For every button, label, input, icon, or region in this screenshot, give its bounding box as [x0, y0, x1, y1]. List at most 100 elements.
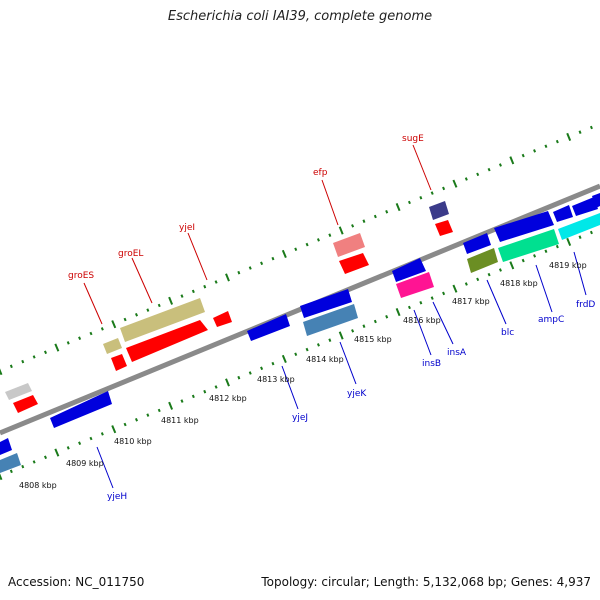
tick-mark: [260, 261, 264, 266]
tick-mark: [509, 156, 515, 165]
tick-mark: [214, 385, 218, 389]
tick-mark: [281, 249, 287, 258]
tick-mark: [168, 296, 174, 305]
tick-mark: [305, 242, 309, 247]
tick-mark: [78, 441, 82, 445]
tick-mark: [464, 177, 468, 181]
gene-feature: [498, 229, 559, 262]
tick-mark: [566, 132, 572, 141]
bottom-leader-lines: [96, 251, 587, 489]
tick-mark: [487, 167, 491, 172]
gene-label-efp: efp: [313, 168, 328, 178]
tick-mark: [281, 354, 287, 363]
tick-mark: [498, 163, 502, 167]
tick-mark: [407, 200, 411, 205]
gene-label-yjeJ: yjeJ: [292, 413, 308, 423]
tick-mark: [566, 237, 572, 246]
scale-label: 4812 kbp: [209, 394, 247, 403]
bottom-gene-labels: yjeH yjeJ yjeK insB insA blc ampC frdD: [107, 300, 595, 502]
tick-mark: [0, 368, 3, 376]
tick-mark: [452, 179, 458, 188]
tick-mark: [487, 272, 491, 277]
genome-summary-text: Topology: circular; Length: 5,132,068 bp…: [261, 575, 591, 589]
gene-feature: [213, 311, 232, 327]
tick-mark: [509, 261, 515, 270]
tick-mark: [464, 282, 468, 286]
tick-mark: [578, 235, 582, 239]
scale-label: 4817 kbp: [452, 297, 490, 306]
gene-label-sugE: sugE: [402, 134, 424, 144]
reverse-gene-features: [0, 193, 600, 473]
top-gene-labels: groES groEL yjeI efp sugE: [68, 134, 424, 281]
gene-label-ampC: ampC: [538, 315, 564, 325]
tick-mark: [100, 327, 104, 331]
gene-feature: [111, 354, 127, 371]
gene-feature: [126, 320, 208, 362]
tick-mark: [134, 313, 139, 317]
gene-feature: [553, 205, 573, 222]
top-leader-lines: [83, 144, 432, 325]
gene-label-groES: groES: [68, 271, 94, 281]
tick-mark: [146, 413, 150, 417]
tick-mark: [123, 317, 127, 322]
tick-mark: [21, 464, 25, 469]
tick-mark: [338, 226, 344, 235]
gene-feature: [303, 304, 358, 336]
tick-mark: [248, 266, 252, 270]
tick-mark: [419, 301, 423, 305]
tick-mark: [225, 273, 230, 282]
tick-mark: [134, 418, 139, 422]
gene-feature: [13, 395, 38, 413]
tick-mark: [180, 294, 184, 298]
tick-mark: [385, 315, 389, 319]
tick-mark: [362, 324, 366, 328]
tick-mark: [9, 469, 13, 474]
bottom-tick-track: [0, 230, 593, 481]
tick-mark: [237, 270, 241, 275]
gene-label-frdD: frdD: [576, 300, 595, 310]
tick-mark: [589, 125, 593, 130]
tick-mark: [452, 284, 458, 293]
genome-title: Escherichia coli IAI39, complete genome: [167, 9, 433, 24]
tick-mark: [430, 191, 434, 195]
tick-mark: [54, 343, 60, 352]
gene-feature: [429, 201, 449, 220]
tick-mark: [111, 320, 117, 329]
tick-mark: [328, 233, 332, 237]
tick-mark: [442, 186, 446, 191]
tick-mark: [32, 355, 36, 359]
tick-mark: [248, 371, 252, 375]
gene-feature: [392, 258, 426, 282]
tick-mark: [544, 144, 548, 148]
scale-label: 4816 kbp: [403, 316, 441, 325]
tick-mark: [66, 446, 70, 450]
tick-mark: [89, 436, 93, 441]
tick-mark: [476, 172, 480, 177]
tick-mark: [338, 331, 344, 340]
gene-feature: [333, 233, 365, 257]
tick-mark: [476, 277, 480, 282]
gene-feature: [463, 233, 491, 254]
tick-mark: [111, 425, 117, 434]
tick-mark: [544, 249, 548, 253]
scale-label: 4813 kbp: [257, 375, 295, 384]
gene-label-yjeH: yjeH: [107, 492, 127, 502]
tick-mark: [407, 305, 411, 310]
scale-label: 4811 kbp: [161, 416, 199, 425]
tick-mark: [100, 432, 104, 436]
tick-mark: [78, 336, 82, 340]
tick-mark: [43, 455, 48, 460]
tick-mark: [21, 359, 25, 364]
tick-mark: [442, 291, 446, 296]
tick-mark: [430, 296, 434, 300]
tick-mark: [351, 224, 355, 228]
tick-mark: [214, 280, 218, 284]
tick-mark: [521, 153, 525, 158]
tick-mark: [294, 247, 298, 251]
tick-mark: [271, 256, 275, 261]
gene-feature: [0, 438, 12, 455]
tick-mark: [191, 289, 195, 294]
tick-mark: [395, 203, 401, 212]
tick-mark: [54, 448, 60, 457]
